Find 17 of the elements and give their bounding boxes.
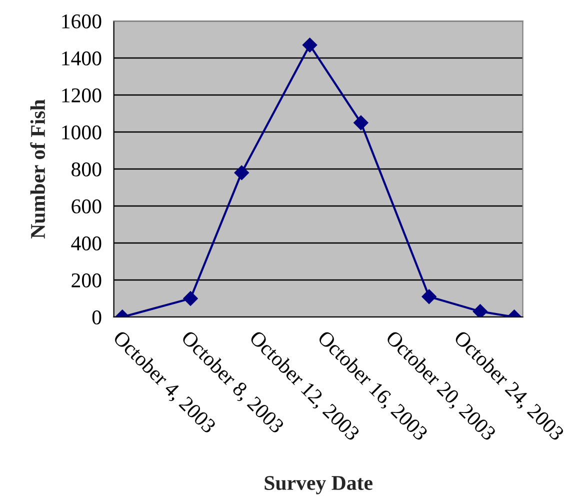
y-tick-label: 1600 — [62, 14, 102, 28]
point — [234, 165, 250, 180]
point — [472, 304, 488, 317]
point — [302, 38, 318, 52]
y-axis-title: Number of Fish — [30, 99, 46, 238]
y-tick-label: 400 — [71, 236, 102, 250]
y-tick-label: 800 — [72, 162, 102, 176]
y-tick-label: 1400 — [62, 51, 102, 66]
point — [183, 291, 198, 306]
y-tick-label: 200 — [72, 273, 102, 288]
x-axis-title: Survey Date — [264, 476, 372, 494]
point — [354, 115, 368, 130]
y-tick-label: 0 — [92, 310, 102, 324]
y-tick-label: 1000 — [62, 125, 102, 140]
y-tick-label: 1200 — [62, 88, 102, 102]
point — [422, 289, 436, 304]
y-tick-label: 600 — [72, 199, 102, 214]
